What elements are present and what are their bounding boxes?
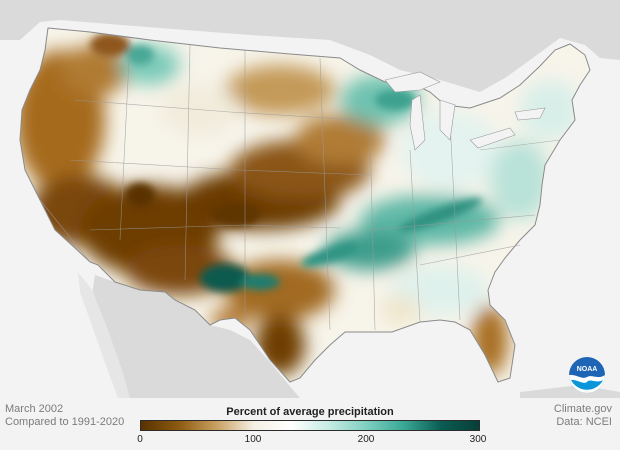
mexico-landmass <box>92 275 300 398</box>
noaa-logo-icon: NOAA <box>569 357 605 393</box>
map-date-info: March 2002 Compared to 1991-2020 <box>5 403 124 429</box>
legend-tick-100: 100 <box>244 434 262 445</box>
comparison-label: Compared to 1991-2020 <box>5 416 125 428</box>
legend-tick-300: 300 <box>469 434 487 445</box>
source-label: Climate.gov <box>553 403 612 415</box>
legend-tick-200: 200 <box>357 434 375 445</box>
legend-tick-0: 0 <box>137 434 143 445</box>
state-boundaries <box>39 39 561 331</box>
precipitation-map: NOAA <box>0 0 620 398</box>
date-label: March 2002 <box>5 403 64 415</box>
legend-title: Percent of average precipitation <box>226 406 394 418</box>
data-label: Data: NCEI <box>556 416 612 428</box>
map-canvas <box>0 0 620 398</box>
great-lakes <box>384 71 546 151</box>
map-footer: March 2002 Compared to 1991-2020 Percent… <box>0 398 620 450</box>
source-info: Climate.gov Data: NCEI <box>554 403 612 429</box>
baja-peninsula <box>78 272 130 398</box>
canada-landmass <box>0 0 620 92</box>
legend-color-bar <box>140 420 480 431</box>
noaa-logo-text: NOAA <box>577 366 598 373</box>
